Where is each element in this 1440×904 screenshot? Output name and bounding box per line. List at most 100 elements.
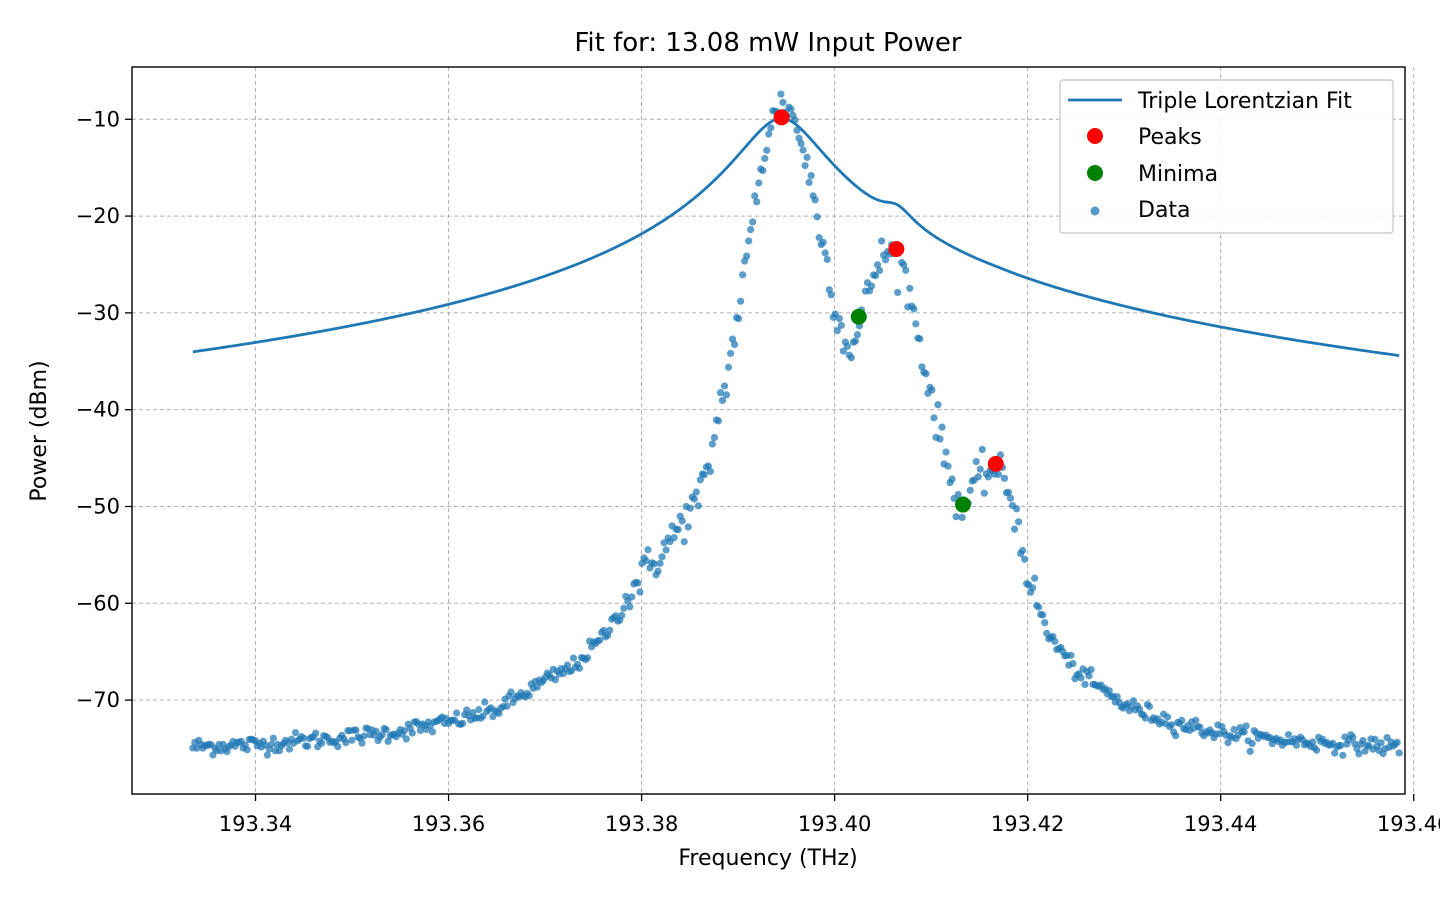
data-point [720,382,729,390]
data-point [811,196,819,204]
data-point [662,546,670,554]
data-point [706,467,715,476]
data-point [882,256,890,264]
data-point [807,171,815,180]
data-point [634,579,642,587]
data-point [267,740,275,748]
data-point [777,90,785,98]
data-point [737,297,745,305]
data-point [994,470,1003,479]
data-point [739,271,747,279]
data-point [1018,546,1027,555]
data-point [821,249,829,257]
data-point [976,465,984,473]
data-point [948,475,956,483]
data-point [563,661,572,669]
data-point [743,252,751,260]
data-point [596,636,604,644]
data-point [352,726,360,734]
y-tick-label: −40 [76,398,120,422]
data-point [815,234,823,242]
x-tick-label: 193.40 [798,812,871,836]
legend-data-marker-icon [1090,206,1100,216]
data-point [1067,651,1075,659]
data-point [1168,721,1176,729]
data-point [1349,733,1357,741]
data-point [408,729,416,737]
data-point [1377,739,1385,747]
minimum-marker [850,308,867,325]
data-point [1010,525,1019,533]
data-point [686,504,694,512]
data-point [1000,474,1009,482]
data-point [479,712,487,720]
data-point [837,321,845,329]
data-point [1371,735,1379,744]
data-point [1292,741,1301,749]
data-point [1355,750,1363,758]
x-tick-label: 193.46 [1377,812,1440,836]
data-point [765,130,773,138]
data-point [875,266,884,274]
data-point [1039,611,1047,619]
data-point [400,727,408,735]
data-point [1105,687,1113,695]
data-point [763,146,771,154]
data-point [922,370,930,378]
data-point [813,213,821,221]
data-point [910,305,918,313]
y-tick-label: −30 [76,301,120,325]
data-point [1145,702,1154,711]
data-point [805,178,813,187]
data-point [692,488,700,496]
data-point [459,719,467,727]
data-point [1129,697,1137,705]
data-point [1014,518,1023,526]
data-point [694,502,702,510]
data-point [304,742,312,750]
data-point [402,735,410,743]
data-point [1085,672,1093,680]
data-point [358,739,366,747]
data-point [1224,738,1232,747]
data-point [507,688,515,696]
data-point [722,391,731,399]
data-point [384,737,392,745]
data-point [700,471,708,479]
data-point [714,417,723,425]
data-point [680,538,688,546]
data-point [291,728,300,737]
data-point [823,255,831,264]
legend-data-label: Data [1138,198,1191,223]
y-axis-ticks: −70 −60 −50 −40 −30 −20 −10 [76,107,132,712]
data-point [984,473,992,481]
data-point [759,167,767,175]
data-point [954,490,962,499]
grid-lines [132,67,1415,794]
data-point [650,560,658,568]
fit-curve-line [192,117,1400,357]
data-point [642,557,650,565]
fit-series [192,117,1400,357]
data-point [779,98,787,106]
data-point [684,523,692,531]
data-point [718,396,727,405]
data-point [952,513,960,521]
data-point [1141,714,1150,722]
minimum-marker [954,496,971,513]
data-point [1337,741,1345,750]
data-point [660,539,668,547]
peak-marker [987,455,1004,472]
data-point [1041,619,1049,627]
data-point [382,726,390,734]
data-point [1242,722,1250,730]
data-point [463,706,471,714]
data-point [878,237,886,245]
data-point [1309,738,1317,746]
legend-minima-label: Minima [1138,162,1218,187]
data-point [1021,555,1029,563]
data-point [761,154,769,163]
data-point [980,489,988,497]
data-point [626,603,634,611]
